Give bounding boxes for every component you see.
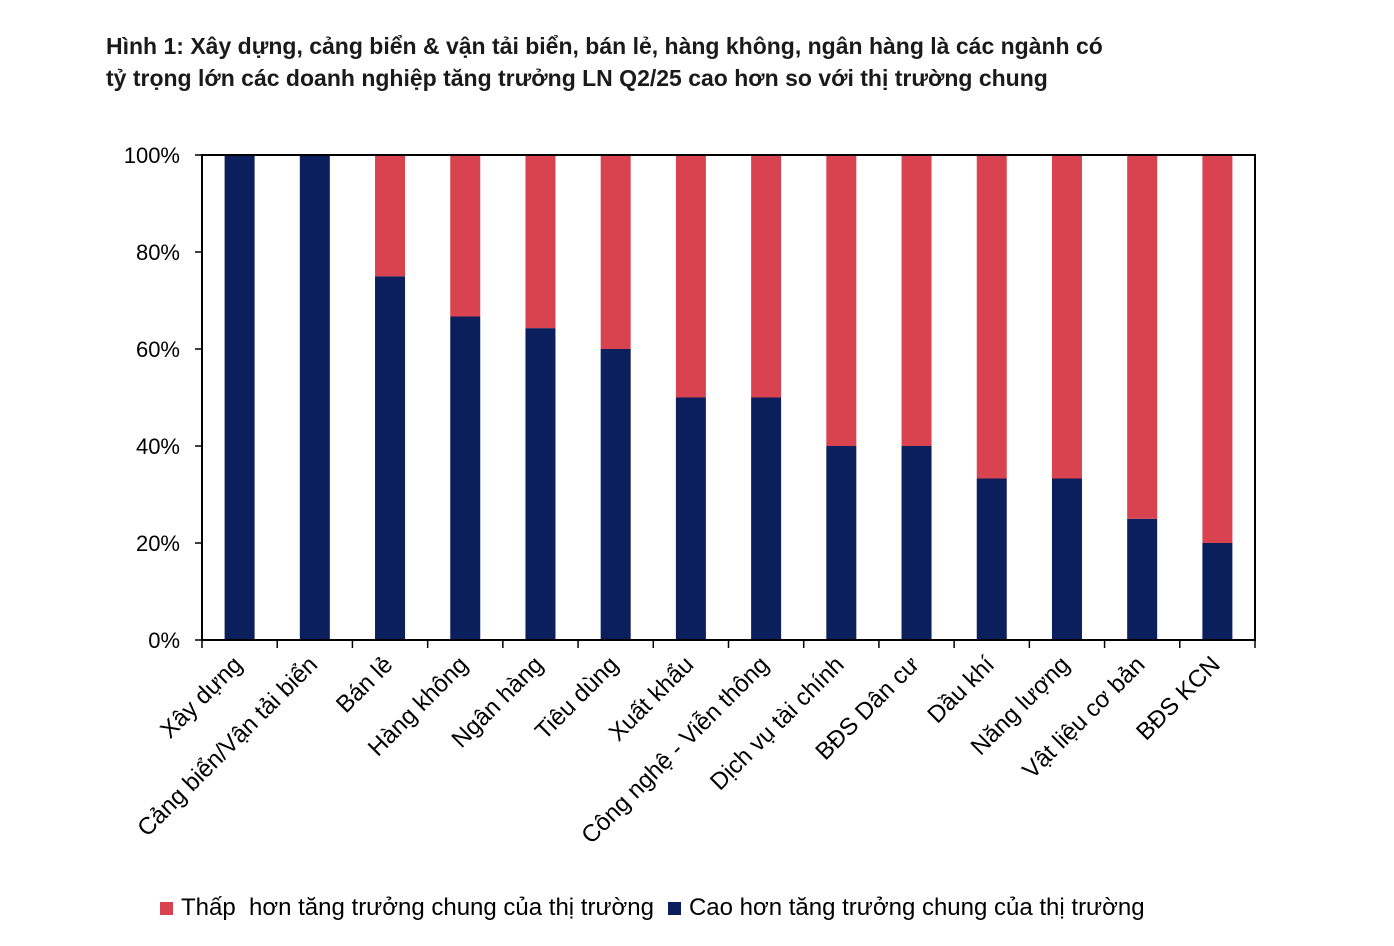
bar-lower-10 bbox=[976, 155, 1007, 479]
bar-higher-11 bbox=[1051, 478, 1082, 640]
legend-swatch-lower bbox=[160, 901, 173, 915]
bar-higher-12 bbox=[1127, 518, 1158, 640]
bar-higher-9 bbox=[901, 446, 932, 640]
y-tick-label-4: 80% bbox=[136, 240, 180, 265]
plot-frame bbox=[201, 154, 1256, 641]
chart-legend: Thấp hơn tăng trưởng chung của thị trườn… bbox=[160, 894, 1159, 922]
legend-label-lower: Thấp hơn tăng trưởng chung của thị trườn… bbox=[181, 894, 654, 921]
legend-label-higher: Cao hơn tăng trưởng chung của thị trường bbox=[688, 894, 1145, 921]
bar-lower-4 bbox=[525, 155, 556, 329]
bar-higher-7 bbox=[751, 397, 782, 640]
bar-lower-9 bbox=[901, 155, 932, 446]
bar-lower-13 bbox=[1202, 155, 1233, 543]
bar-lower-12 bbox=[1127, 155, 1158, 519]
bar-higher-6 bbox=[675, 397, 706, 640]
bar-higher-5 bbox=[600, 349, 631, 640]
bar-higher-3 bbox=[450, 316, 481, 640]
bar-lower-5 bbox=[600, 155, 631, 349]
bar-higher-1 bbox=[299, 155, 330, 640]
chart-title-line-1: Hình 1: Xây dựng, cảng biển & vận tải bi… bbox=[106, 33, 1103, 59]
bar-lower-11 bbox=[1051, 155, 1082, 479]
bar-higher-10 bbox=[976, 478, 1007, 640]
x-category-label-10: Dầu khí bbox=[922, 651, 1000, 729]
legend-item-lower: Thấp hơn tăng trưởng chung của thị trườn… bbox=[160, 894, 654, 922]
y-tick-label-0: 0% bbox=[148, 628, 180, 653]
y-tick-label-5: 100% bbox=[124, 143, 180, 168]
legend-item-higher: Cao hơn tăng trưởng chung của thị trường bbox=[667, 894, 1145, 922]
bar-lower-2 bbox=[375, 155, 406, 277]
bar-lower-6 bbox=[675, 155, 706, 398]
y-tick-label-2: 40% bbox=[136, 434, 180, 459]
bar-lower-8 bbox=[826, 155, 857, 446]
bar-higher-2 bbox=[375, 276, 406, 640]
bar-lower-3 bbox=[450, 155, 481, 317]
bar-lower-7 bbox=[751, 155, 782, 398]
y-tick-label-3: 60% bbox=[136, 337, 180, 362]
x-category-label-8: Dịch vụ tài chính bbox=[705, 651, 850, 796]
y-tick-label-1: 20% bbox=[136, 531, 180, 556]
chart-title-line-2: tỷ trọng lớn các doanh nghiệp tăng trưởn… bbox=[106, 65, 1048, 91]
x-category-label-2: Bán lẻ bbox=[331, 651, 398, 718]
bar-higher-8 bbox=[826, 446, 857, 640]
chart-title: Hình 1: Xây dựng, cảng biển & vận tải bi… bbox=[106, 30, 1366, 94]
bar-higher-0 bbox=[224, 155, 255, 640]
bar-higher-13 bbox=[1202, 543, 1233, 640]
legend-swatch-higher bbox=[667, 901, 681, 915]
bar-higher-4 bbox=[525, 328, 556, 640]
